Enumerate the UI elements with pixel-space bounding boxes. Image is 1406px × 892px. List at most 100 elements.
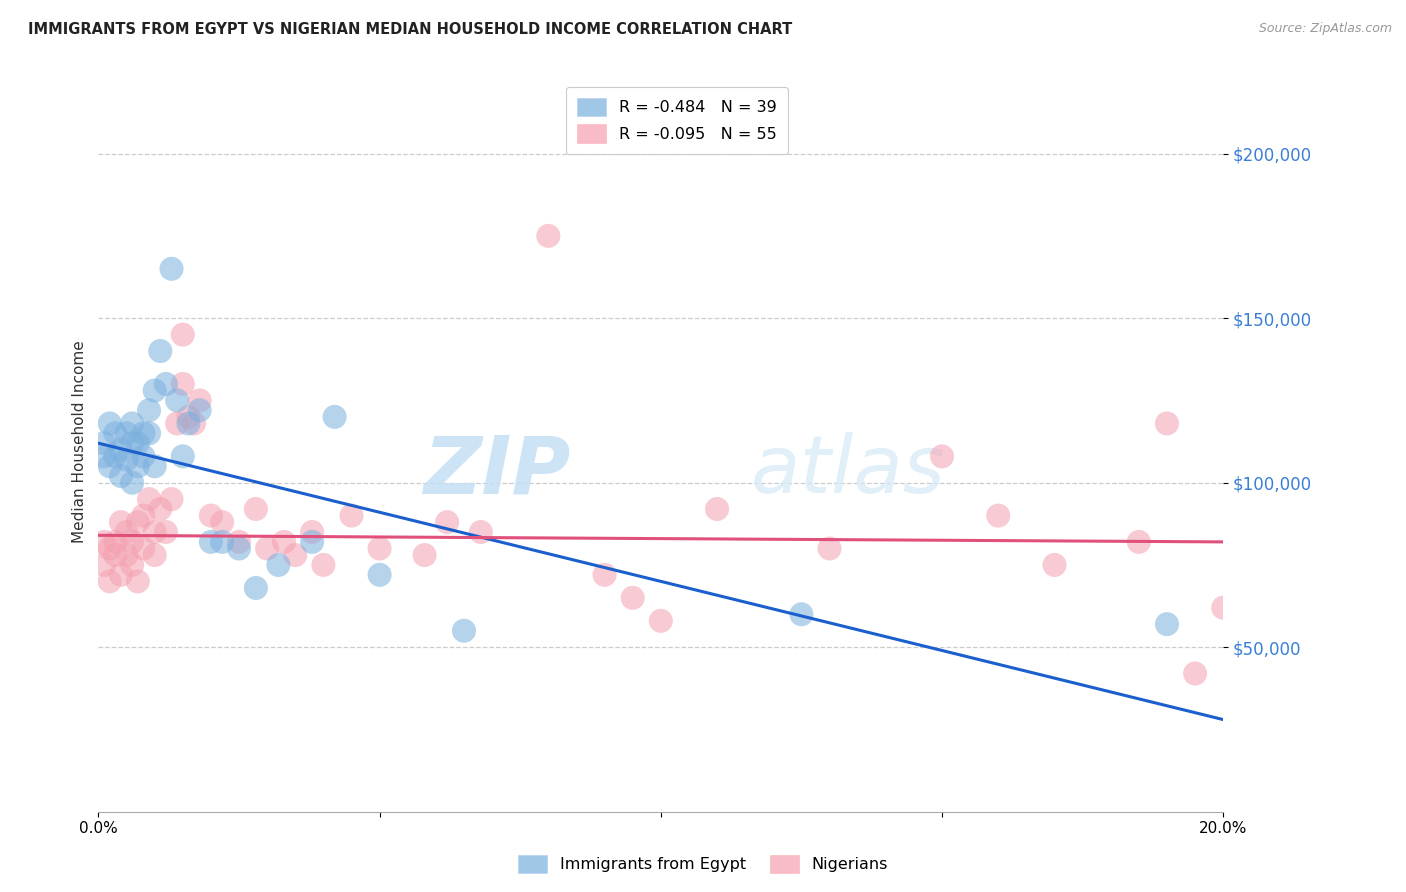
Point xyxy=(621,591,644,605)
Point xyxy=(188,393,211,408)
Point xyxy=(200,508,222,523)
Point xyxy=(104,450,127,464)
Point xyxy=(183,417,205,431)
Point xyxy=(284,548,307,562)
Point xyxy=(143,524,166,539)
Point xyxy=(127,436,149,450)
Point xyxy=(104,548,127,562)
Point xyxy=(110,567,132,582)
Point xyxy=(245,581,267,595)
Point xyxy=(593,567,616,582)
Point xyxy=(1156,417,1178,431)
Point xyxy=(127,515,149,529)
Point xyxy=(166,393,188,408)
Point xyxy=(470,524,492,539)
Point xyxy=(110,515,132,529)
Point xyxy=(155,376,177,391)
Point xyxy=(98,541,121,556)
Point xyxy=(172,376,194,391)
Point xyxy=(1212,600,1234,615)
Point xyxy=(312,558,335,572)
Point xyxy=(138,403,160,417)
Point xyxy=(301,524,323,539)
Point xyxy=(98,459,121,474)
Point xyxy=(160,492,183,507)
Point xyxy=(211,535,233,549)
Point xyxy=(115,452,138,467)
Point xyxy=(138,426,160,441)
Y-axis label: Median Household Income: Median Household Income xyxy=(72,340,87,543)
Point xyxy=(818,541,841,556)
Point xyxy=(149,344,172,359)
Point xyxy=(1043,558,1066,572)
Point xyxy=(987,508,1010,523)
Point xyxy=(104,426,127,441)
Point xyxy=(267,558,290,572)
Point xyxy=(160,261,183,276)
Text: ZIP: ZIP xyxy=(423,432,571,510)
Point xyxy=(301,535,323,549)
Legend: R = -0.484   N = 39, R = -0.095   N = 55: R = -0.484 N = 39, R = -0.095 N = 55 xyxy=(567,87,787,154)
Point xyxy=(1184,666,1206,681)
Point xyxy=(177,417,200,431)
Text: atlas: atlas xyxy=(751,432,946,510)
Point xyxy=(98,417,121,431)
Point xyxy=(172,450,194,464)
Point xyxy=(115,524,138,539)
Point xyxy=(790,607,813,622)
Point xyxy=(228,541,250,556)
Text: Source: ZipAtlas.com: Source: ZipAtlas.com xyxy=(1258,22,1392,36)
Point xyxy=(436,515,458,529)
Text: IMMIGRANTS FROM EGYPT VS NIGERIAN MEDIAN HOUSEHOLD INCOME CORRELATION CHART: IMMIGRANTS FROM EGYPT VS NIGERIAN MEDIAN… xyxy=(28,22,793,37)
Legend: Immigrants from Egypt, Nigerians: Immigrants from Egypt, Nigerians xyxy=(512,848,894,880)
Point xyxy=(121,436,143,450)
Point xyxy=(323,409,346,424)
Point xyxy=(1156,617,1178,632)
Point xyxy=(650,614,672,628)
Point xyxy=(132,450,155,464)
Point xyxy=(200,535,222,549)
Point xyxy=(155,524,177,539)
Point xyxy=(121,558,143,572)
Point xyxy=(273,535,295,549)
Point xyxy=(110,442,132,457)
Point xyxy=(172,327,194,342)
Point xyxy=(453,624,475,638)
Point xyxy=(93,436,115,450)
Point xyxy=(121,417,143,431)
Point xyxy=(93,558,115,572)
Point xyxy=(115,548,138,562)
Point xyxy=(121,475,143,490)
Point xyxy=(368,567,391,582)
Point xyxy=(340,508,363,523)
Point xyxy=(413,548,436,562)
Point xyxy=(93,535,115,549)
Point xyxy=(245,502,267,516)
Point xyxy=(166,417,188,431)
Point xyxy=(127,574,149,589)
Point xyxy=(115,426,138,441)
Point xyxy=(143,459,166,474)
Point xyxy=(127,459,149,474)
Point xyxy=(256,541,278,556)
Point xyxy=(93,450,115,464)
Point xyxy=(706,502,728,516)
Point xyxy=(368,541,391,556)
Point xyxy=(104,535,127,549)
Point xyxy=(121,535,143,549)
Point xyxy=(138,492,160,507)
Point xyxy=(211,515,233,529)
Point xyxy=(149,502,172,516)
Point xyxy=(177,409,200,424)
Point xyxy=(228,535,250,549)
Point xyxy=(98,574,121,589)
Point xyxy=(143,548,166,562)
Point xyxy=(931,450,953,464)
Point xyxy=(1128,535,1150,549)
Point xyxy=(537,228,560,243)
Point xyxy=(132,541,155,556)
Point xyxy=(132,508,155,523)
Point xyxy=(143,384,166,398)
Point xyxy=(188,403,211,417)
Point xyxy=(132,426,155,441)
